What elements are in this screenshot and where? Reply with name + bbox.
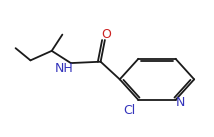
Text: O: O [101,28,111,41]
Text: NH: NH [55,62,74,75]
Text: Cl: Cl [124,104,136,117]
Text: N: N [176,96,186,109]
